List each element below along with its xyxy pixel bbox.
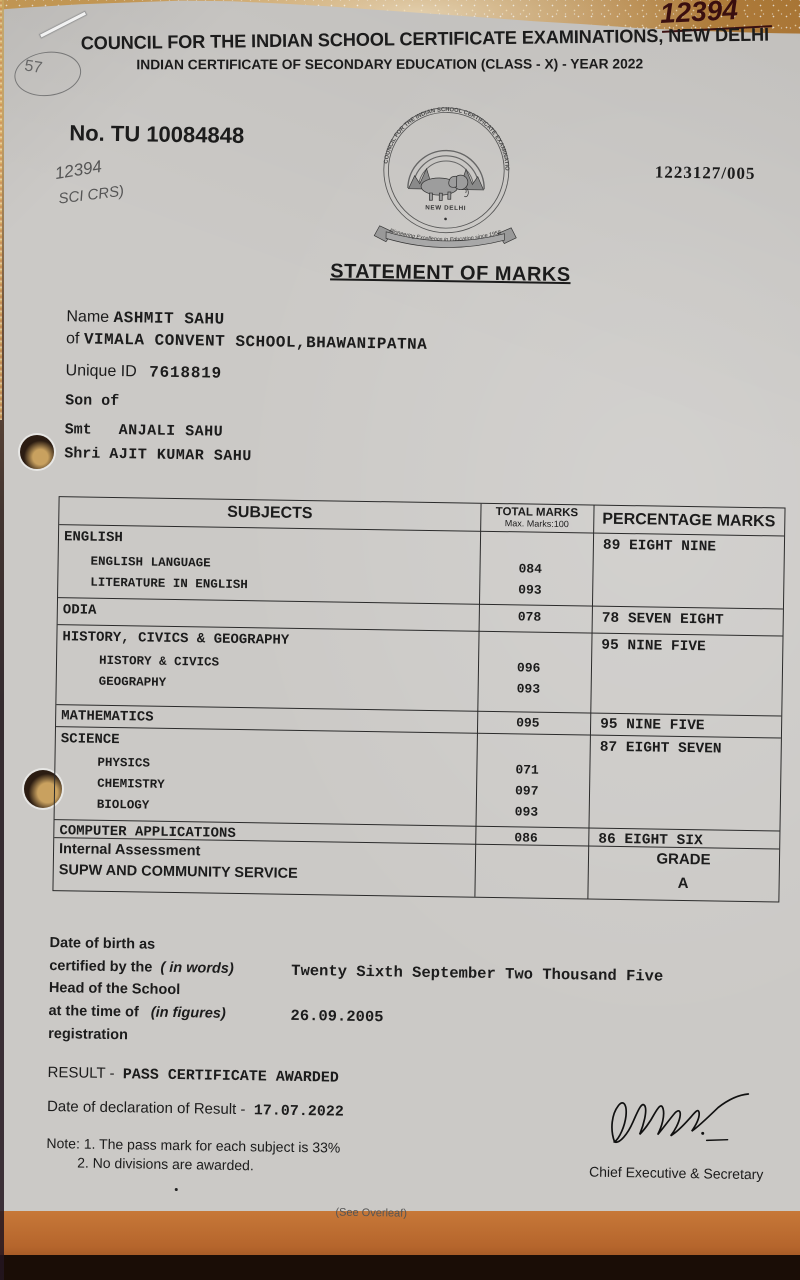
svg-text:NEW DELHI: NEW DELHI [425, 204, 466, 212]
